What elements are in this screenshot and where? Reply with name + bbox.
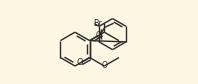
Text: O: O: [96, 31, 102, 40]
Text: O: O: [101, 61, 107, 70]
Text: O: O: [77, 58, 83, 67]
Text: Br: Br: [93, 19, 102, 28]
